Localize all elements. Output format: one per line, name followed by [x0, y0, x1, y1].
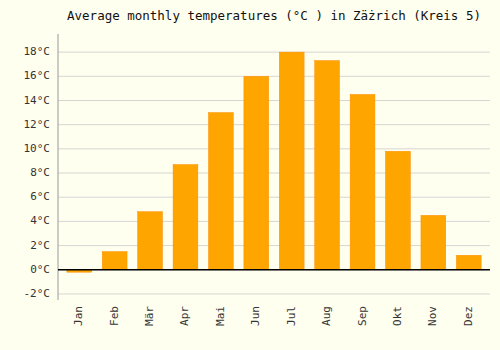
x-tick-label: Jul [285, 306, 298, 326]
y-tick-label: 2°C [30, 239, 50, 252]
title: Average monthly temperatures (°C ) in Zä… [67, 8, 481, 23]
grid-line [58, 197, 490, 198]
grid-line [58, 293, 490, 294]
grid-line [58, 148, 490, 149]
bar [244, 76, 269, 269]
y-tick-label: 4°C [30, 214, 50, 227]
x-tick-label: Feb [108, 306, 121, 326]
bar [138, 212, 163, 270]
y-tick-label: 10°C [24, 142, 51, 155]
x-tick-label: Mai [214, 306, 227, 326]
x-tick-label: Aug [320, 306, 333, 326]
x-tick-label: Nov [426, 306, 439, 326]
y-tick-label: 18°C [24, 45, 51, 58]
background [0, 0, 500, 350]
bar [456, 255, 481, 270]
y-tick-label: 8°C [30, 166, 50, 179]
y-tick-label: 16°C [24, 69, 51, 82]
grid-line [58, 76, 490, 77]
bar [279, 52, 304, 270]
y-tick-label: 6°C [30, 190, 50, 203]
zero-line [58, 269, 490, 271]
x-tick-label: Dez [462, 306, 475, 326]
y-tick-label: 12°C [24, 118, 51, 131]
bar [208, 113, 233, 270]
bar [421, 215, 446, 269]
grid [58, 52, 490, 294]
y-axis-line [58, 34, 59, 300]
x-tick-label: Jan [72, 306, 85, 326]
bar [386, 151, 411, 269]
grid-line [58, 124, 490, 125]
y-ticks: -2°C 0°C 2°C 4°C 6°C 8°C 10°C 12°C 14°C 16°C 18°C [24, 45, 51, 300]
x-tick-label: Mär [143, 306, 156, 326]
bar [315, 61, 340, 270]
x-tick-label: Jun [249, 306, 262, 326]
grid-line [58, 269, 490, 270]
y-tick-label: -2°C [24, 287, 51, 300]
x-ticks: Jan Feb Mär Apr Mai Jun Jul Aug Sep Okt Nov Dez [72, 306, 475, 326]
chart-svg: -2°C 0°C 2°C 4°C 6°C 8°C 10°C 12°C 14°C 16°C 18°C J… [0, 0, 500, 350]
bar [350, 94, 375, 269]
x-tick-label: Apr [178, 306, 191, 326]
bar [102, 252, 127, 270]
y-tick-label: 0°C [30, 263, 50, 276]
x-tick-label: Sep [356, 306, 369, 326]
x-tick-label: Okt [391, 306, 404, 326]
chart-container: -2°C 0°C 2°C 4°C 6°C 8°C 10°C 12°C 14°C 16°C 18°C J… [0, 0, 500, 350]
bar [173, 165, 198, 270]
grid-line [58, 52, 490, 53]
bars [67, 52, 481, 272]
grid-line [58, 100, 490, 101]
grid-line [58, 173, 490, 174]
y-tick-label: 14°C [24, 94, 51, 107]
